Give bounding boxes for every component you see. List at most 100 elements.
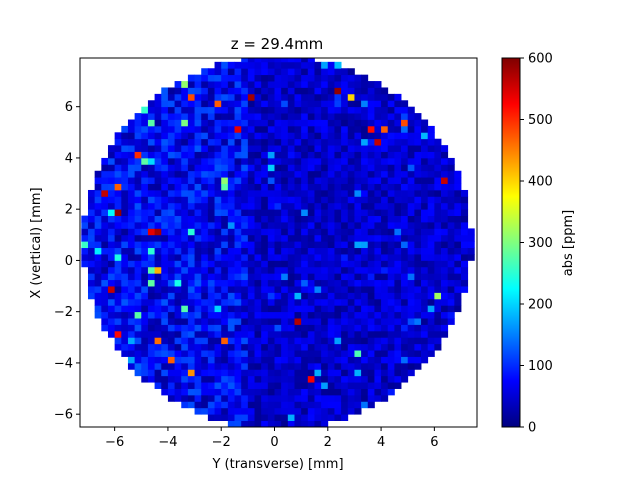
- heatmap-cell: [247, 202, 255, 210]
- heatmap-cell: [274, 132, 282, 140]
- heatmap-cell: [154, 228, 162, 236]
- heatmap-cell: [267, 420, 275, 428]
- heatmap-cell: [414, 247, 422, 255]
- heatmap-cell: [421, 151, 429, 159]
- heatmap-cell: [147, 151, 155, 159]
- heatmap-cell: [214, 234, 222, 242]
- heatmap-cell: [447, 183, 455, 191]
- heatmap-cell: [174, 132, 182, 140]
- heatmap-cell: [381, 247, 389, 255]
- heatmap-cell: [347, 170, 355, 178]
- heatmap-cell: [227, 324, 235, 332]
- heatmap-cell: [454, 254, 462, 261]
- heatmap-cell: [307, 330, 315, 338]
- heatmap-cell: [467, 228, 475, 236]
- heatmap-cell: [114, 260, 122, 268]
- heatmap-cell: [114, 183, 122, 191]
- heatmap-cell: [321, 222, 329, 229]
- heatmap-cell: [407, 318, 415, 325]
- heatmap-cell: [454, 234, 462, 242]
- heatmap-cell: [274, 394, 282, 402]
- heatmap-cell: [321, 68, 329, 76]
- heatmap-cell: [381, 106, 389, 114]
- heatmap-cell: [454, 222, 462, 229]
- heatmap-cell: [341, 305, 349, 313]
- heatmap-cell: [187, 196, 195, 204]
- heatmap-cell: [114, 298, 122, 306]
- heatmap-cell: [347, 119, 355, 127]
- heatmap-cell: [367, 343, 375, 351]
- heatmap-cell: [421, 209, 429, 216]
- heatmap-cell: [441, 292, 449, 300]
- heatmap-cell: [461, 234, 469, 242]
- heatmap-cell: [307, 388, 315, 396]
- heatmap-cell: [447, 260, 455, 268]
- heatmap-cell: [374, 189, 382, 197]
- heatmap-cell: [187, 330, 195, 338]
- heatmap-cell: [181, 202, 189, 210]
- heatmap-cell: [307, 61, 315, 69]
- heatmap-cell: [354, 260, 362, 268]
- heatmap-cell: [394, 106, 402, 114]
- heatmap-cell: [414, 324, 422, 332]
- heatmap-cell: [181, 106, 189, 114]
- heatmap-cell: [254, 119, 262, 127]
- heatmap-cell: [81, 260, 89, 268]
- heatmap-cell: [407, 286, 415, 293]
- heatmap-cell: [381, 343, 389, 351]
- heatmap-cell: [267, 330, 275, 338]
- heatmap-cell: [181, 93, 189, 101]
- heatmap-cell: [447, 318, 455, 325]
- heatmap-cell: [161, 362, 169, 370]
- x-axis: −6 −4 −2 0 2 4 6: [105, 427, 439, 450]
- heatmap-cell: [134, 305, 142, 313]
- heatmap-cell: [381, 228, 389, 236]
- heatmap-cell: [241, 324, 249, 332]
- heatmap-cell: [114, 170, 122, 178]
- heatmap-cell: [201, 241, 209, 249]
- heatmap-cell: [334, 356, 342, 364]
- heatmap-cell: [281, 375, 289, 383]
- heatmap-cell: [134, 241, 142, 249]
- heatmap-cell: [247, 375, 255, 383]
- heatmap-cell: [287, 324, 295, 332]
- heatmap-cell: [401, 100, 409, 108]
- heatmap-cell: [367, 177, 375, 184]
- heatmap-cell: [347, 189, 355, 197]
- heatmap-cell: [147, 318, 155, 325]
- heatmap-cell: [147, 125, 155, 133]
- heatmap-cell: [427, 222, 435, 229]
- heatmap-cell: [194, 324, 202, 332]
- heatmap-cell: [307, 311, 315, 319]
- heatmap-cell: [341, 157, 349, 165]
- heatmap-cell: [241, 394, 249, 402]
- heatmap-cell: [314, 330, 322, 338]
- heatmap-cell: [127, 356, 136, 364]
- heatmap-cell: [167, 241, 175, 249]
- heatmap-cell: [387, 330, 395, 338]
- heatmap-cell: [374, 222, 382, 229]
- heatmap-cell: [187, 401, 195, 409]
- heatmap-cell: [127, 202, 136, 210]
- heatmap-cell: [314, 222, 322, 229]
- heatmap-cell: [414, 234, 422, 242]
- heatmap-cell: [374, 362, 382, 370]
- heatmap-cell: [267, 209, 275, 216]
- heatmap-cell: [327, 145, 335, 152]
- heatmap-cell: [414, 209, 422, 216]
- heatmap-cell: [134, 234, 142, 242]
- heatmap-cell: [287, 164, 295, 172]
- heatmap-cell: [374, 394, 382, 402]
- heatmap-cell: [287, 125, 295, 133]
- heatmap-cell: [127, 305, 136, 313]
- heatmap-cell: [107, 330, 116, 338]
- heatmap-cell: [287, 286, 295, 293]
- heatmap-cell: [241, 234, 249, 242]
- heatmap-cell: [321, 311, 329, 319]
- heatmap-cell: [447, 266, 455, 274]
- heatmap-cell: [274, 273, 282, 281]
- heatmap-cell: [94, 305, 102, 313]
- heatmap-cell: [314, 350, 322, 357]
- heatmap-cell: [167, 151, 175, 159]
- x-tick-label: −6: [105, 435, 124, 450]
